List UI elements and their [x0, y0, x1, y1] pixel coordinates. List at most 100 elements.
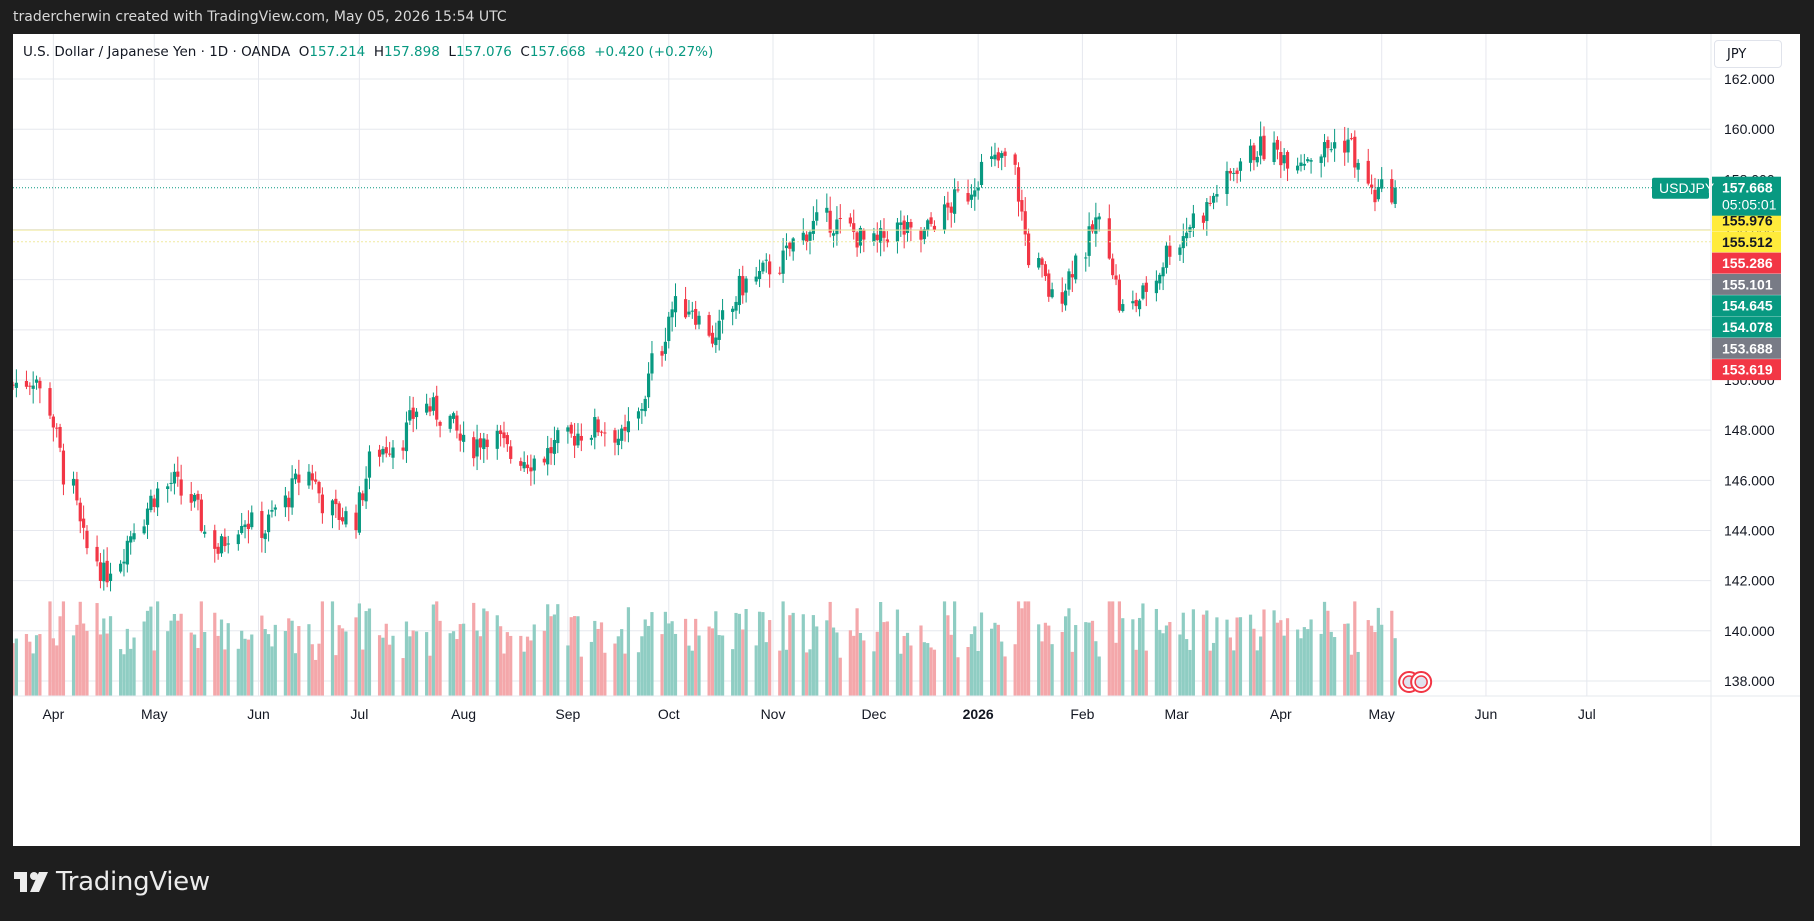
volume-bar: [502, 653, 506, 696]
volume-bar: [969, 634, 974, 696]
volume-bar: [811, 615, 815, 696]
volume-bar: [979, 612, 984, 696]
volume-bar: [603, 652, 607, 696]
chart-panel[interactable]: 138.000 140.000 142.000 144.000 146.000 148.0…: [13, 34, 1800, 846]
volume-bar: [1168, 621, 1172, 696]
volume-bar: [757, 611, 762, 696]
volume-bar: [1188, 649, 1192, 696]
volume-bar: [1074, 625, 1078, 696]
candle-body: [223, 536, 227, 547]
volume-bars: [13, 601, 1397, 696]
volume-bar: [78, 601, 82, 696]
volume-bar: [1161, 633, 1165, 696]
candle-body: [815, 212, 819, 221]
candle-body: [34, 379, 39, 383]
candle-body: [670, 309, 674, 318]
price-chart[interactable]: 138.000 140.000 142.000 144.000 146.000 148.0…: [13, 34, 1800, 846]
candle-body: [1063, 290, 1068, 306]
candle-body: [310, 473, 314, 481]
candle-body: [1211, 195, 1216, 203]
candle-body: [149, 495, 153, 511]
candle-body: [108, 573, 113, 582]
volume-bar: [219, 619, 224, 696]
candle-body: [835, 219, 839, 235]
volume-bar: [1319, 633, 1323, 696]
y-tick-label: 138.000: [1724, 673, 1775, 689]
candle-body: [929, 217, 933, 224]
candle-body: [482, 438, 486, 450]
candle-body: [95, 546, 99, 562]
volume-bar: [694, 618, 698, 696]
volume-bar: [320, 601, 324, 696]
candle-body: [1272, 142, 1276, 163]
price-tag-label: 155.101: [1722, 276, 1773, 292]
candle-body: [293, 473, 298, 480]
volume-bar: [1376, 607, 1380, 696]
candle-body: [145, 508, 150, 525]
candle-body: [219, 536, 224, 554]
candle-body: [1390, 179, 1394, 203]
candle-body: [14, 382, 18, 388]
candle-body: [1225, 170, 1229, 194]
volume-bar: [1232, 650, 1236, 696]
volume-bar: [990, 628, 994, 696]
volume-bar: [761, 612, 765, 696]
candle-body: [340, 517, 345, 522]
volume-bar: [1026, 601, 1031, 696]
candle-body: [519, 461, 523, 466]
volume-bar: [1238, 617, 1243, 696]
volume-bar: [14, 638, 18, 696]
volume-bar: [367, 608, 372, 696]
candle-body: [119, 563, 123, 572]
candle-body: [667, 316, 671, 342]
candle-body: [1117, 279, 1121, 311]
volume-bar: [552, 614, 557, 696]
candle-body: [1299, 162, 1303, 166]
volume-bar: [1037, 624, 1041, 696]
x-tick-label: Dec: [861, 706, 886, 722]
candle-body: [156, 488, 160, 508]
candle-body: [1319, 156, 1323, 163]
candle-body: [909, 222, 913, 228]
candle-body: [1070, 274, 1074, 278]
volume-bar: [848, 630, 852, 696]
volume-bar: [451, 631, 456, 696]
price-tag: [1712, 231, 1781, 253]
candle-body: [1087, 226, 1091, 256]
candle-body: [283, 495, 287, 508]
volume-bar: [768, 620, 772, 696]
candle-body: [1144, 282, 1148, 292]
price-tag: [1712, 252, 1781, 274]
x-tick-label: Apr: [1270, 706, 1292, 722]
volume-bar: [435, 601, 439, 696]
candle-body: [1343, 140, 1347, 153]
volume-bar: [314, 659, 318, 696]
volume-bar: [82, 623, 86, 696]
candle-body: [176, 471, 180, 477]
volume-bar: [31, 653, 35, 696]
volume-bar: [169, 620, 173, 696]
currency-button[interactable]: JPY: [1714, 40, 1782, 68]
candle-body: [1161, 267, 1165, 277]
candle-body: [969, 194, 974, 200]
volume-bar: [522, 651, 526, 696]
candle-body: [801, 232, 805, 241]
candle-body: [576, 433, 580, 446]
candle-body: [246, 523, 251, 530]
candle-body: [377, 449, 382, 457]
volume-bar: [223, 649, 227, 696]
volume-bar: [334, 655, 338, 696]
volume-bar: [764, 642, 768, 696]
volume-bar: [344, 631, 348, 696]
candle-body: [1121, 304, 1125, 312]
candle-body: [1090, 224, 1095, 232]
candle-body: [1370, 184, 1374, 188]
x-tick-label: Aug: [451, 706, 476, 722]
volume-bar: [697, 635, 701, 696]
volume-bar: [1067, 608, 1071, 696]
volume-bar: [717, 635, 721, 696]
volume-bar: [98, 634, 103, 696]
candle-body: [1215, 194, 1219, 197]
tradingview-logo[interactable]: TradingView: [14, 867, 210, 897]
volume-bar: [203, 632, 207, 696]
